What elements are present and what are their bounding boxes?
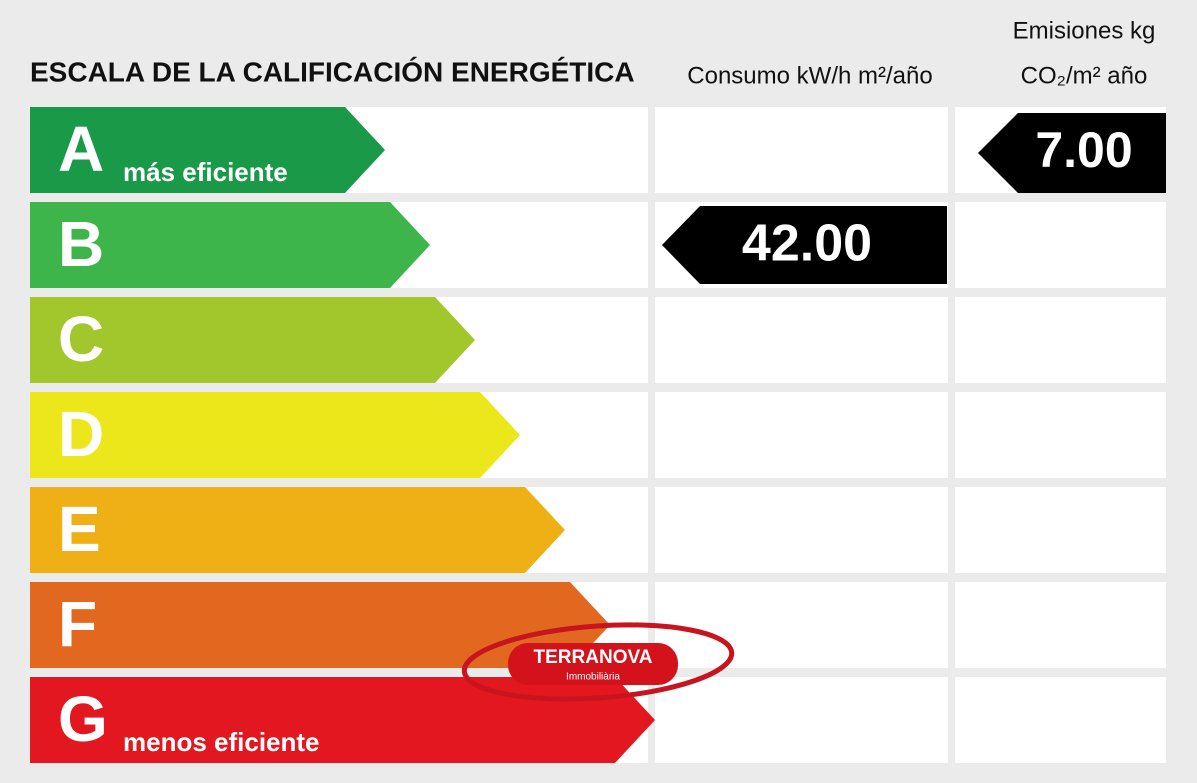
cell	[955, 297, 1166, 383]
cell	[955, 677, 1166, 763]
rating-letter: B	[58, 208, 104, 280]
rating-arrow	[30, 107, 385, 193]
cell	[655, 297, 948, 383]
cell	[955, 202, 1166, 288]
consumption-indicator	[662, 206, 947, 284]
cell	[655, 677, 948, 763]
logo-ring	[461, 622, 735, 702]
logo-subtitle: Immobiliària	[566, 672, 620, 683]
rating-arrow	[30, 297, 475, 383]
emissions-header: CO₂/m² año	[1021, 62, 1148, 89]
rating-letter: A	[58, 113, 104, 185]
rating-note: menos eficiente	[123, 727, 320, 757]
rating-arrow	[30, 202, 430, 288]
rating-arrow	[30, 582, 610, 668]
consumption-value: 42.00	[742, 215, 872, 273]
cell	[955, 582, 1166, 668]
rating-arrow	[30, 677, 655, 763]
rating-letter: F	[58, 588, 97, 660]
cell	[655, 487, 948, 573]
emissions-indicator	[978, 113, 1166, 193]
cell	[655, 392, 948, 478]
cell	[955, 487, 1166, 573]
logo-name: TERRANOVA	[534, 647, 653, 668]
cell	[655, 582, 948, 668]
rating-arrow	[30, 487, 565, 573]
logo: TERRANOVA Immobiliària	[461, 622, 735, 702]
logo-badge	[508, 643, 678, 685]
emissions-header: Emisiones kg	[1013, 17, 1156, 44]
rating-letter: E	[58, 493, 101, 565]
rating-note: más eficiente	[123, 157, 288, 187]
emissions-value: 7.00	[1035, 122, 1132, 178]
rating-arrow	[30, 392, 520, 478]
title: ESCALA DE LA CALIFICACIÓN ENERGÉTICA	[30, 56, 635, 87]
rating-letter: C	[58, 303, 104, 375]
consumption-header: Consumo kW/h m²/año	[687, 62, 932, 89]
cell	[655, 107, 948, 193]
rating-letter: D	[58, 398, 104, 470]
rating-letter: G	[58, 683, 108, 755]
cell	[955, 392, 1166, 478]
